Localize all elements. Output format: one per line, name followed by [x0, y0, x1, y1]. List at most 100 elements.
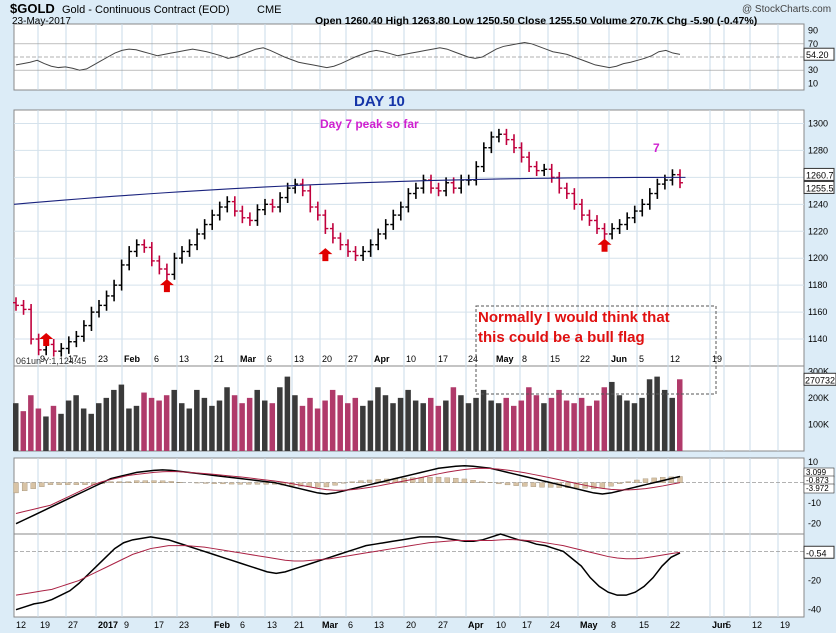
price-tick-label: 1140 [808, 334, 827, 344]
volume-last-label: 270732 [805, 375, 835, 385]
volume-bar [329, 389, 336, 451]
macd-histogram-bar [530, 482, 537, 487]
volume-bar [35, 408, 42, 451]
price-x-tick-label: 12 [670, 354, 680, 364]
volume-bar [186, 408, 193, 451]
volume-bar [511, 405, 517, 451]
osc-tick-label: -40 [808, 605, 821, 615]
quote-line: Open 1260.40 High 1263.80 Low 1250.50 Cl… [315, 15, 757, 27]
price-tick-label: 1180 [808, 280, 827, 290]
volume-bar [209, 405, 215, 451]
bottom-x-tick-label: Jun [712, 620, 728, 630]
volume-bar [262, 400, 268, 451]
volume-bar [533, 395, 540, 451]
exchange: CME [257, 4, 281, 16]
volume-bar [578, 397, 585, 451]
volume-bar [375, 387, 381, 451]
price-tick-label: 1280 [808, 145, 828, 155]
macd-histogram-bar [65, 482, 71, 485]
macd-histogram-bar [254, 482, 261, 485]
macd-last-label: -0.873 [806, 476, 829, 485]
osc-line [15, 533, 681, 611]
price-x-tick-label: 6 [267, 354, 272, 364]
bottom-x-tick-label: Mar [322, 620, 339, 630]
volume-bar [654, 376, 660, 451]
price-x-tick-label: Jun [611, 354, 627, 364]
volume-bar [216, 400, 223, 451]
bottom-x-tick-label: 9 [124, 620, 129, 630]
moving-average-line [13, 176, 686, 205]
buy-arrow [39, 333, 54, 347]
volume-bar [526, 387, 532, 451]
macd-panel [13, 457, 805, 535]
macd-histogram-bar [211, 482, 217, 484]
macd-histogram-bar [142, 480, 149, 483]
volume-bar [28, 395, 34, 451]
macd-histogram-bar [453, 477, 459, 483]
macd-histogram-bar [116, 481, 123, 483]
price-x-tick-label: 13 [294, 354, 304, 364]
price-last-label: 1260.7 [806, 170, 834, 180]
volume-bar [631, 403, 638, 451]
bottom-x-tick-label: 13 [374, 620, 384, 630]
volume-bar [465, 403, 472, 451]
macd-histogram-bar [108, 481, 114, 483]
bottom-x-tick-label: 17 [154, 620, 164, 630]
macd-histogram-bar [39, 482, 45, 487]
volume-bar [594, 400, 600, 451]
rsi-tick-label: 70 [808, 39, 818, 49]
grid-lines [14, 24, 804, 617]
volume-bar [88, 413, 94, 451]
instrument-name: Gold - Continuous Contract (EOD) [62, 4, 230, 16]
macd-tick-label: -20 [808, 519, 821, 529]
volume-bar [624, 400, 630, 451]
volume-bar [13, 403, 19, 451]
volume-bar [171, 389, 177, 451]
volume-bar [246, 397, 253, 451]
oscillator-panel [13, 533, 805, 618]
volume-bar [277, 387, 283, 451]
buy-arrow [318, 248, 333, 262]
macd-histogram-bar [616, 482, 623, 484]
volume-bar [43, 416, 49, 451]
price-tick-label: 1240 [808, 199, 828, 209]
volume-bar [420, 403, 426, 451]
macd-histogram-bar [522, 482, 528, 487]
volume-bar [360, 405, 366, 451]
volume-bar [601, 387, 608, 451]
volume-bar [639, 397, 645, 451]
volume-bar [352, 397, 359, 451]
macd-tick-label: -10 [808, 498, 821, 508]
macd-last-label: -3.972 [806, 484, 829, 493]
price-panel [13, 109, 805, 367]
volume-bar [450, 387, 457, 451]
volume-bar [126, 408, 132, 451]
macd-histogram-bar [21, 482, 28, 492]
volume-bar [254, 389, 260, 451]
bottom-x-tick-label: 6 [348, 620, 353, 630]
macd-histogram-bar [461, 478, 468, 483]
macd-histogram-bar [341, 482, 347, 484]
volume-bar [201, 397, 208, 451]
macd-histogram-bar [625, 481, 631, 483]
price-last-box [803, 167, 835, 181]
volume-bar [133, 405, 140, 451]
price-x-tick-label: 19 [712, 354, 722, 364]
volume-bar [669, 397, 675, 451]
rsi-tick-label: 10 [808, 78, 818, 88]
volume-bar [20, 411, 27, 451]
macd-histogram-bar [332, 482, 338, 486]
macd-histogram-bar [444, 477, 450, 483]
macd-histogram-bar [246, 482, 252, 485]
macd-histogram-bar [159, 480, 166, 483]
price-x-tick-label: 13 [179, 354, 189, 364]
peak-annotation: Day 7 peak so far [320, 117, 419, 131]
price-last-box [803, 180, 835, 194]
volume-bar [495, 403, 502, 451]
axis-labels: 907050301054.201300128012601240122012001… [16, 26, 836, 630]
bottom-x-tick-label: 13 [267, 620, 277, 630]
bottom-x-tick-label: 17 [522, 620, 532, 630]
bottom-x-tick-label: 27 [438, 620, 448, 630]
price-x-tick-label: 27 [348, 354, 358, 364]
